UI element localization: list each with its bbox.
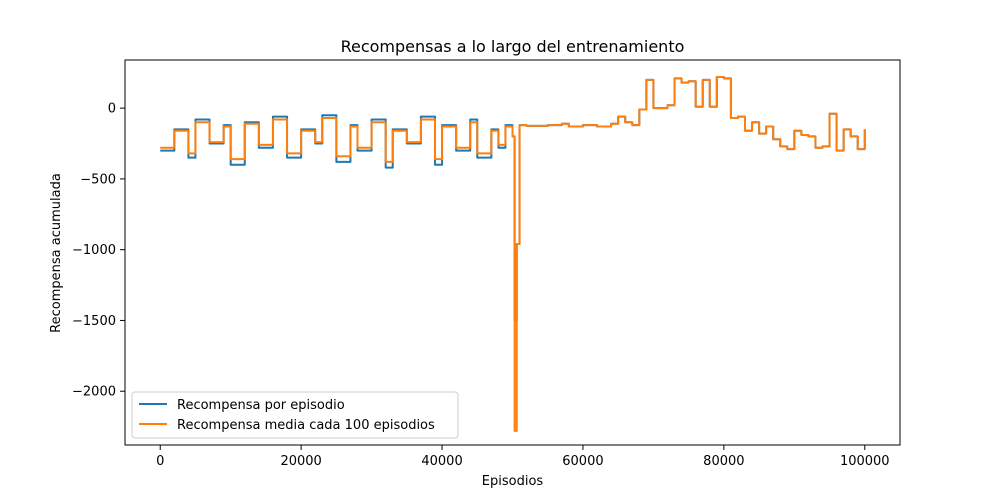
plot-frame bbox=[124, 59, 901, 446]
y-axis-ticks: 0 −500 −1000 −1500 −2000 bbox=[72, 102, 125, 400]
chart-title: Recompensas a lo largo del entrenamiento bbox=[341, 37, 685, 56]
x-tick-label: 100000 bbox=[840, 454, 890, 469]
series-layer bbox=[160, 75, 866, 432]
plot-area bbox=[125, 60, 900, 445]
legend-label-series-0: Recompensa por episodio bbox=[177, 398, 345, 413]
y-tick-label: −500 bbox=[80, 172, 116, 187]
x-tick-label: 20000 bbox=[280, 454, 321, 469]
series-line-1 bbox=[160, 75, 866, 432]
y-tick-label: 0 bbox=[108, 102, 116, 117]
x-axis-ticks: 0 20000 40000 60000 80000 100000 bbox=[156, 445, 890, 469]
legend-label-series-1: Recompensa media cada 100 episodios bbox=[177, 418, 435, 433]
x-tick-label: 80000 bbox=[703, 454, 744, 469]
x-tick-label: 40000 bbox=[421, 454, 462, 469]
y-tick-label: −1000 bbox=[72, 243, 116, 258]
x-tick-label: 60000 bbox=[562, 454, 603, 469]
x-axis-label: Episodios bbox=[482, 474, 544, 489]
y-tick-label: −2000 bbox=[72, 385, 116, 400]
legend-box bbox=[131, 391, 459, 439]
x-tick-label: 0 bbox=[156, 454, 164, 469]
y-tick-label: −1500 bbox=[72, 314, 116, 329]
plot-background bbox=[125, 60, 900, 445]
y-axis-label: Recompensa acumulada bbox=[49, 173, 64, 333]
legend: Recompensa por episodio Recompensa media… bbox=[131, 391, 459, 439]
